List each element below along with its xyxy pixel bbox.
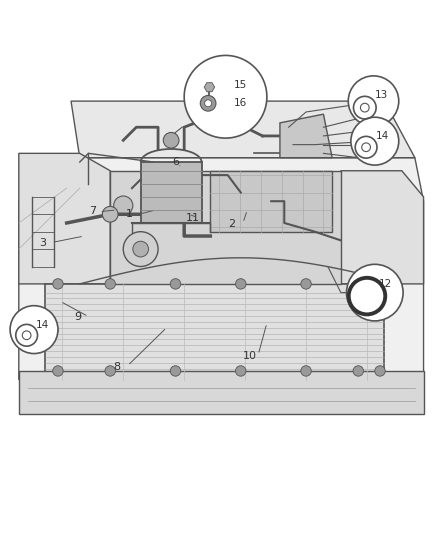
Circle shape (348, 76, 399, 126)
Circle shape (375, 279, 385, 289)
Text: 14: 14 (35, 320, 49, 330)
Polygon shape (19, 371, 424, 415)
Text: 3: 3 (39, 238, 46, 247)
Circle shape (353, 279, 364, 289)
Polygon shape (141, 162, 201, 223)
Circle shape (301, 279, 311, 289)
Text: 14: 14 (376, 131, 389, 141)
Circle shape (10, 305, 58, 353)
Circle shape (205, 100, 212, 107)
Circle shape (105, 366, 116, 376)
Text: 7: 7 (89, 206, 96, 216)
Circle shape (200, 95, 216, 111)
Circle shape (170, 279, 181, 289)
Text: 2: 2 (229, 219, 236, 229)
Circle shape (105, 279, 116, 289)
Text: 12: 12 (378, 279, 392, 289)
Circle shape (301, 366, 311, 376)
Circle shape (53, 366, 63, 376)
Polygon shape (19, 158, 424, 379)
Circle shape (177, 206, 192, 222)
Circle shape (133, 241, 148, 257)
Circle shape (163, 133, 179, 148)
Circle shape (123, 232, 158, 266)
Circle shape (346, 264, 403, 321)
Circle shape (114, 196, 133, 215)
Polygon shape (204, 83, 215, 92)
Polygon shape (19, 154, 110, 284)
Text: 8: 8 (113, 361, 120, 372)
Circle shape (184, 55, 267, 138)
Circle shape (236, 366, 246, 376)
Text: 15: 15 (234, 80, 247, 91)
Polygon shape (71, 101, 415, 158)
Polygon shape (45, 284, 385, 379)
Text: 1: 1 (126, 209, 133, 219)
Circle shape (102, 206, 118, 222)
Circle shape (351, 117, 399, 165)
Text: 9: 9 (74, 312, 81, 321)
Text: 13: 13 (375, 91, 388, 100)
Polygon shape (110, 171, 341, 284)
Polygon shape (210, 171, 332, 232)
Circle shape (53, 279, 63, 289)
Polygon shape (280, 114, 332, 158)
Circle shape (353, 366, 364, 376)
Polygon shape (341, 171, 424, 284)
Text: 6: 6 (172, 157, 179, 167)
Text: 11: 11 (186, 213, 200, 223)
Circle shape (375, 366, 385, 376)
Circle shape (236, 279, 246, 289)
Text: 16: 16 (234, 98, 247, 108)
Text: 10: 10 (243, 351, 257, 361)
Circle shape (170, 366, 181, 376)
